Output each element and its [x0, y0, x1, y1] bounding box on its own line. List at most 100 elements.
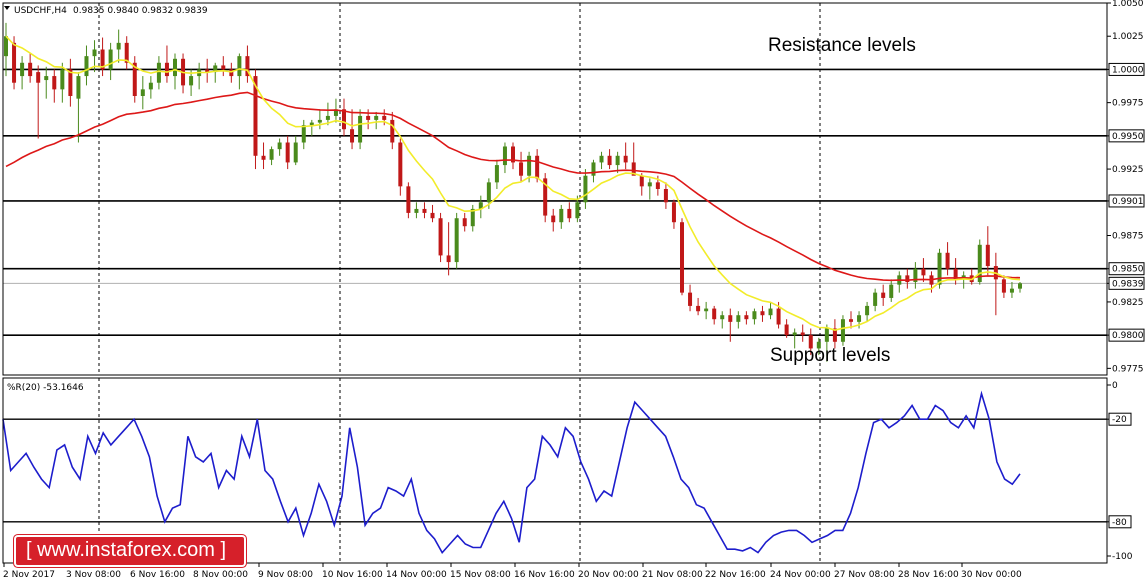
price-tick-label: 0.9925	[1112, 165, 1144, 175]
wpr-tick-label: -20	[1112, 415, 1127, 425]
candle-body	[663, 189, 668, 203]
support-annotation: Support levels	[770, 345, 890, 366]
price-label-box	[1108, 129, 1145, 143]
candle-body	[414, 208, 419, 213]
price-label-box	[1108, 328, 1145, 342]
candle-body	[808, 335, 813, 349]
candle-body	[502, 146, 507, 166]
candle-body	[52, 76, 57, 90]
wpr-label-box	[1108, 412, 1132, 426]
candle-body	[446, 255, 451, 263]
candle-body	[511, 146, 515, 163]
price-tick-label: 0.9800	[1112, 331, 1144, 341]
time-tick-label: 27 Nov 08:00	[834, 570, 895, 580]
price-tick-label: 0.9775	[1112, 364, 1144, 374]
candle-body	[849, 319, 853, 322]
candle-body	[333, 109, 338, 116]
candle-body	[140, 89, 145, 96]
candle-body	[728, 315, 733, 322]
time-tick-label: 20 Nov 00:00	[578, 570, 639, 580]
indicator-label: %R(20) -53.1646	[7, 383, 84, 393]
candle-body	[12, 42, 17, 83]
candle-body	[792, 332, 797, 336]
candle-body	[374, 115, 379, 120]
candle-body	[108, 49, 113, 70]
price-tick-label: 1.0025	[1112, 32, 1144, 42]
candle-body	[301, 125, 306, 143]
candle-body	[857, 315, 862, 322]
candle-body	[800, 332, 805, 336]
instaforex-logo: [ www.instaforex.com ]	[16, 537, 244, 565]
candle-body	[551, 215, 556, 223]
price-tick-label: 0.9825	[1112, 298, 1144, 308]
candle-body	[1009, 288, 1014, 293]
candle-body	[688, 292, 693, 306]
candle-body	[382, 115, 387, 120]
candle-body	[20, 62, 25, 77]
price-tick-label: 1.0050	[1112, 0, 1144, 9]
time-tick-label: 24 Nov 00:00	[770, 570, 831, 580]
candle-body	[156, 62, 161, 83]
candle-body	[309, 122, 314, 126]
time-tick-label: 15 Nov 08:00	[450, 570, 511, 580]
candle-body	[953, 268, 958, 280]
time-tick-label: 16 Nov 16:00	[514, 570, 575, 580]
candle-body	[132, 62, 137, 96]
candle-body	[824, 328, 829, 342]
chart-symbol: USDCHF,H4	[14, 6, 67, 16]
candle-body	[317, 119, 322, 123]
wpr-line	[2, 390, 1021, 554]
candle-body	[454, 218, 459, 263]
candle-body	[832, 328, 837, 342]
chart-ohlc: 0.9835 0.9840 0.9832 0.9839	[73, 6, 208, 16]
time-tick-label: 14 Nov 00:00	[386, 570, 447, 580]
candle-body	[124, 42, 129, 63]
candle-body	[84, 56, 89, 77]
candle-body	[277, 142, 282, 150]
candle-body	[881, 292, 886, 298]
logo-text: [ www.instaforex.com ]	[26, 539, 227, 561]
candle-body	[865, 305, 870, 316]
candle-body	[213, 65, 218, 73]
candle-body	[486, 182, 491, 203]
candle-body	[325, 115, 330, 120]
time-tick-label: 9 Nov 08:00	[258, 570, 313, 580]
dropdown-triangle-icon[interactable]	[4, 6, 10, 10]
candle-body	[760, 311, 765, 316]
candle-body	[607, 155, 612, 166]
candle-body	[840, 319, 845, 342]
candle-body	[945, 252, 950, 269]
price-axis: 1.0050 1.0025 1.0000 0.9975 0.9950 0.9925 0.99…	[1107, 0, 1145, 374]
candle-body	[736, 315, 741, 322]
candle-body	[189, 76, 194, 86]
candle-body	[816, 341, 821, 349]
price-tick-label: 0.9875	[1112, 232, 1144, 242]
candle-body	[784, 324, 789, 336]
candle-body	[744, 315, 749, 320]
fast-ma-line	[5, 35, 1021, 332]
candle-body	[615, 155, 620, 166]
candle-body	[752, 311, 757, 320]
candle-body	[350, 129, 355, 143]
candle-body	[647, 182, 652, 187]
candle-body	[221, 65, 226, 70]
candle-body	[720, 315, 725, 320]
wpr-tick-label: 0	[1112, 381, 1118, 391]
resistance-annotation: Resistance levels	[768, 35, 916, 56]
time-tick-label: 8 Nov 00:00	[193, 570, 248, 580]
wpr-tick-label: -100	[1112, 552, 1133, 562]
candle-body	[148, 82, 153, 90]
candle-body	[696, 305, 701, 312]
price-tick-label: 0.9839	[1112, 279, 1144, 289]
candle-body	[390, 119, 395, 143]
candle-body	[100, 49, 105, 70]
candle-body	[422, 208, 427, 213]
candle-body	[873, 292, 878, 306]
candle-body	[535, 155, 540, 179]
time-axis: 2 Nov 2017 3 Nov 08:00 6 Nov 16:00 8 Nov 00…	[3, 563, 1022, 580]
candle-body	[559, 208, 564, 223]
candle-body	[671, 202, 676, 223]
time-tick-label: 22 Nov 16:00	[705, 570, 766, 580]
candle-body	[60, 69, 65, 90]
